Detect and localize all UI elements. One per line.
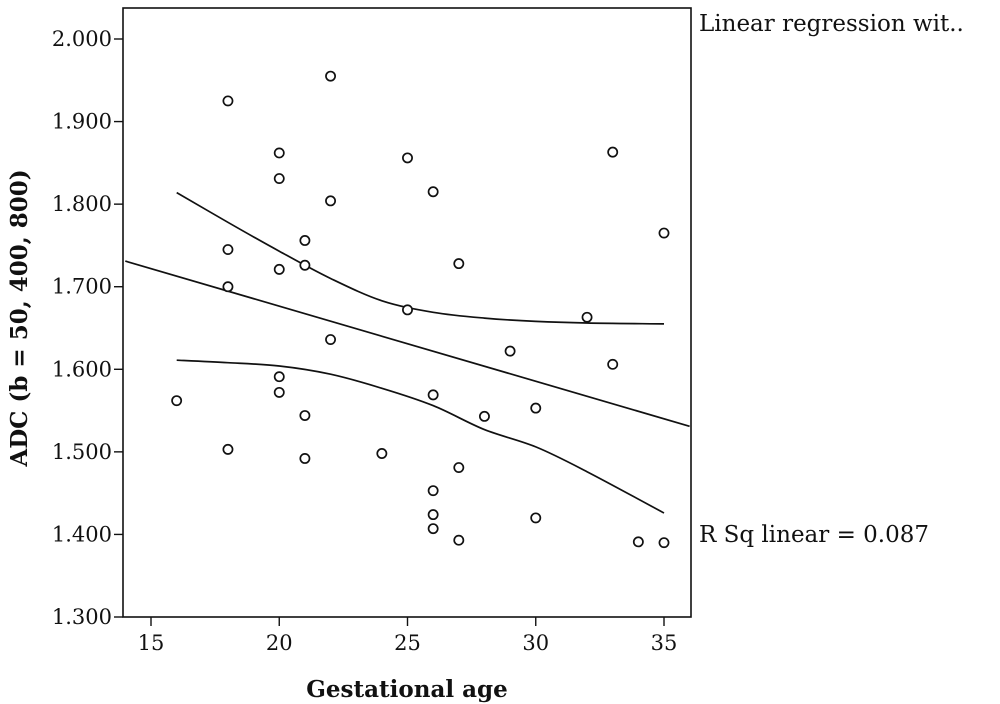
x-tick-label: 20: [266, 631, 293, 655]
data-point: [479, 410, 490, 422]
data-point: [427, 509, 439, 521]
data-point: [402, 152, 413, 164]
x-axis: 15 20 25 30 35: [138, 617, 678, 655]
data-point: [273, 386, 285, 398]
y-tick-label: 1.700: [52, 275, 112, 299]
data-point: [325, 334, 336, 346]
data-point: [273, 173, 285, 184]
y-tick-label: 1.300: [52, 605, 112, 629]
fit-legend-label: Linear regression wit..: [699, 11, 964, 37]
data-point: [299, 410, 311, 421]
y-tick-label: 1.800: [52, 192, 112, 216]
data-point: [427, 389, 439, 401]
data-point: [607, 358, 619, 370]
data-point: [402, 304, 413, 316]
data-point: [453, 258, 465, 270]
data-point: [325, 195, 336, 207]
data-point: [581, 311, 593, 323]
y-tick-label: 1.600: [52, 357, 112, 381]
x-axis-title: Gestational age: [306, 676, 507, 703]
data-point: [376, 448, 388, 459]
data-point: [222, 443, 234, 455]
fit-lines: [125, 191, 690, 514]
y-tick-label: 2.000: [52, 27, 112, 51]
data-point: [453, 534, 465, 546]
y-axis: 1.300 1.400 1.500 1.600 1.700 1.800 1.900 2.000: [52, 27, 123, 629]
data-point: [299, 453, 311, 464]
confidence-upper-curve: [176, 191, 665, 325]
data-point: [325, 70, 336, 82]
x-tick-label: 30: [522, 631, 549, 655]
data-point: [504, 345, 516, 357]
data-point: [273, 147, 285, 159]
x-tick-label: 35: [651, 631, 678, 655]
data-point: [427, 523, 439, 535]
data-point: [273, 263, 285, 275]
r-squared-label: R Sq linear = 0.087: [699, 522, 929, 548]
data-point: [427, 485, 439, 497]
regression-line: [125, 260, 690, 428]
data-point: [171, 395, 183, 407]
data-point: [222, 244, 234, 256]
data-point: [658, 227, 670, 239]
y-tick-label: 1.400: [52, 522, 112, 546]
x-tick-label: 25: [394, 631, 421, 655]
data-point: [453, 462, 465, 473]
y-axis-title: ADC (b = 50, 400, 800): [6, 169, 33, 467]
x-tick-label: 15: [138, 631, 165, 655]
data-point: [530, 402, 542, 414]
data-point: [273, 371, 285, 383]
data-point: [299, 235, 311, 246]
y-tick-label: 1.500: [52, 440, 112, 464]
data-point: [427, 186, 439, 198]
data-point: [299, 259, 311, 271]
confidence-lower-curve: [176, 359, 665, 514]
data-point: [222, 95, 234, 107]
data-point: [222, 281, 234, 293]
data-point: [632, 536, 644, 548]
data-points: [171, 70, 670, 549]
data-point: [607, 146, 619, 158]
data-point: [530, 512, 542, 524]
y-tick-label: 1.900: [52, 110, 112, 134]
data-point: [658, 537, 670, 549]
